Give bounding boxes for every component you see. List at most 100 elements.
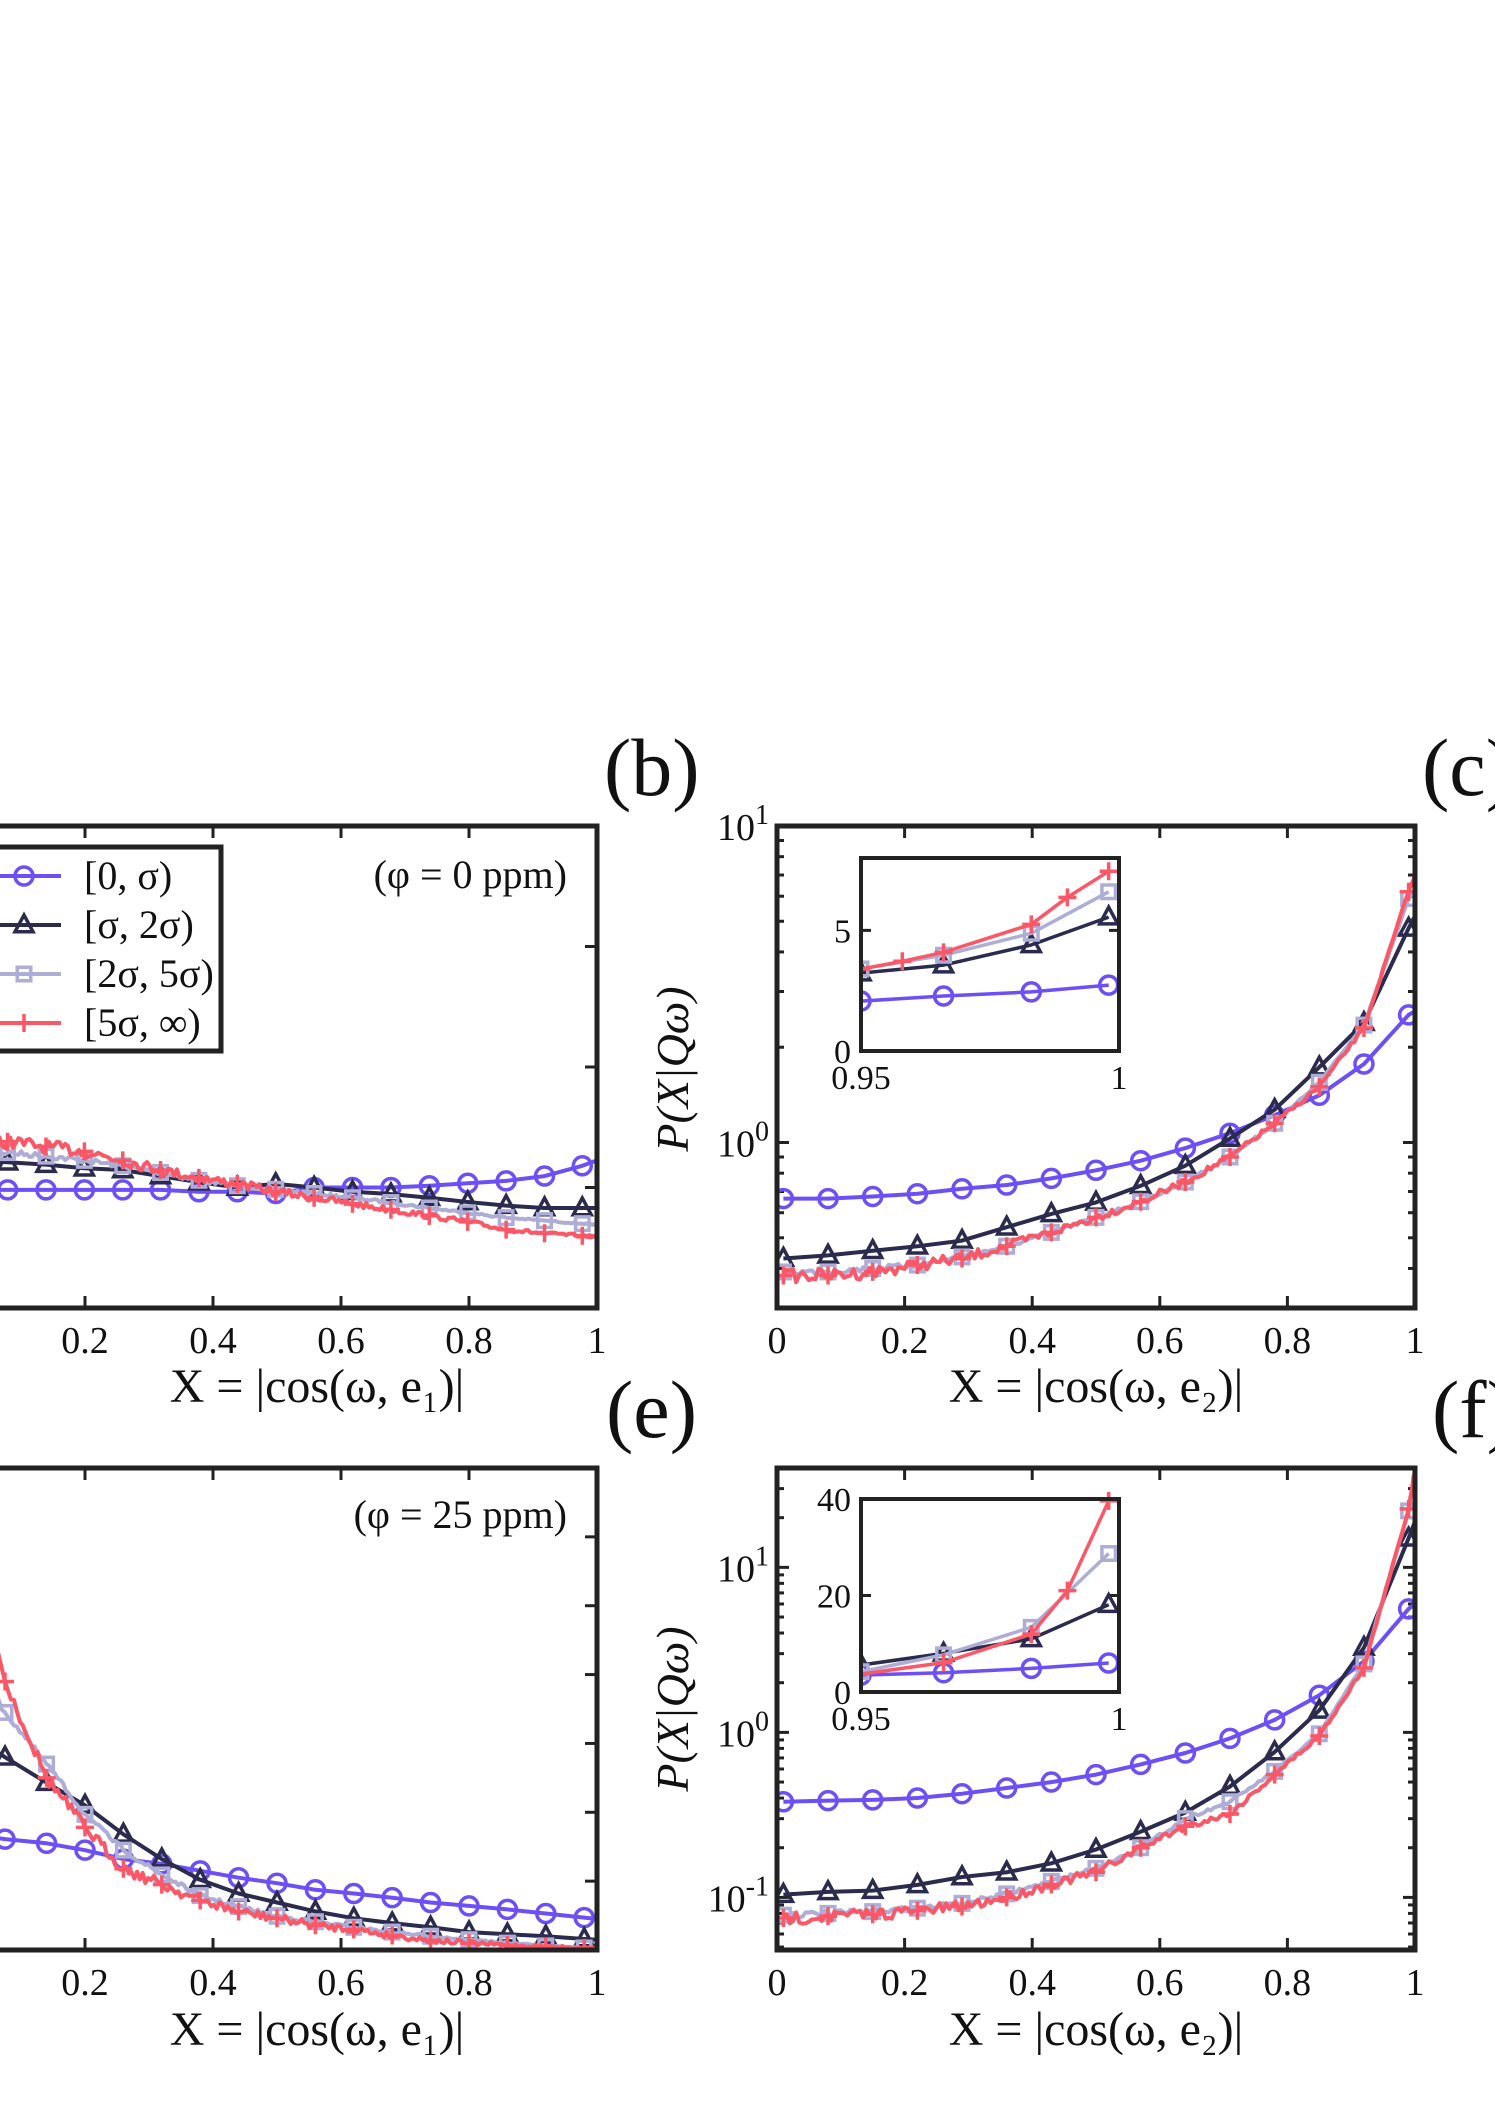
y-tick-base: 10 [717, 1548, 755, 1590]
x-tick-label: 1 [1406, 1320, 1425, 1362]
data-point-plus [498, 1936, 517, 1950]
y-tick-label: 20 [817, 1579, 851, 1616]
data-point-plus [381, 1200, 400, 1219]
data-point-circle [1085, 1159, 1107, 1182]
series-group [777, 1468, 1415, 1928]
data-point-triangle [111, 1820, 136, 1843]
data-point-plus [1131, 1838, 1150, 1857]
x-axis-label: X = |cos(ω, e₁)| [170, 2003, 465, 2056]
data-point-triangle [1019, 931, 1044, 954]
data-point-square [114, 1841, 132, 1859]
legend-circle-icon [13, 865, 35, 887]
data-point-plus [1042, 1875, 1061, 1894]
data-point-plus [1087, 1208, 1105, 1227]
data-point-plus [819, 1266, 838, 1285]
inset-frame [859, 856, 1121, 1053]
x-tick-label: 1 [1406, 1962, 1425, 2004]
data-point-plus [1220, 1147, 1239, 1166]
x-tick-label: 1 [1111, 1701, 1128, 1738]
data-point-circle [0, 1828, 16, 1850]
x-tick-label: 0.4 [189, 1320, 237, 1362]
data-point-plus [1022, 1625, 1041, 1644]
legend-item: [5σ, ∞) [0, 1000, 201, 1045]
data-point-circle [995, 1174, 1018, 1196]
data-point-plus [1058, 888, 1077, 907]
data-point-plus [305, 1188, 324, 1207]
data-point-circle [1129, 1149, 1152, 1172]
data-point-square [0, 1703, 14, 1721]
data-point-plus [76, 1818, 94, 1837]
data-point-circle [951, 1178, 973, 1200]
data-point-triangle [860, 1237, 885, 1260]
legend-square-icon [15, 965, 33, 983]
data-point-triangle [1307, 1696, 1332, 1719]
series-line-1 [783, 1520, 1415, 1897]
y-tick-label: 101 [717, 800, 769, 849]
data-point-plus [421, 1931, 440, 1950]
y-tick-base: 10 [708, 1878, 746, 1920]
x-tick-label: 1 [588, 1320, 607, 1362]
data-point-triangle [455, 1188, 480, 1211]
x-tick-label: 0.95 [831, 1701, 891, 1738]
data-point-plus [152, 1875, 171, 1894]
data-point-triangle [994, 1213, 1019, 1236]
data-point-triangle [1128, 1172, 1153, 1195]
data-point-plus [1310, 1727, 1329, 1746]
data-point-plus [1354, 1019, 1373, 1038]
annotation: (φ = 0 ppm) [374, 852, 567, 897]
panel-f: (f) [1432, 1364, 1495, 1455]
x-tick-label: 0.4 [1008, 1320, 1056, 1362]
data-point-circle [817, 1789, 839, 1812]
y-tick-label: 0 [834, 1675, 851, 1712]
data-point-plus [953, 1249, 972, 1268]
series-line-3 [781, 874, 1415, 1285]
data-point-plus [1354, 1658, 1373, 1677]
y-tick-label: 10-1 [708, 1871, 769, 1920]
data-point-plus [573, 1226, 592, 1245]
data-point-circle [343, 1882, 365, 1905]
y-tick-label: 100 [717, 1706, 769, 1755]
data-point-plus [306, 1916, 325, 1935]
data-point-plus [953, 1897, 972, 1916]
data-point-square [1100, 1545, 1118, 1563]
y-tick-exponent: 1 [755, 800, 769, 831]
series-1 [0, 1743, 597, 1948]
data-point-circle [0, 1179, 19, 1201]
data-point-triangle [860, 1876, 885, 1900]
panel-label: (b) [604, 722, 700, 813]
data-point-circle [817, 1187, 839, 1210]
data-point-triangle [950, 1863, 974, 1886]
data-point-square [1100, 883, 1118, 901]
plot-frame [0, 1465, 600, 1953]
data-point-circle [1397, 1004, 1415, 1026]
x-tick-label: 0.2 [61, 1320, 109, 1362]
data-point-circle [1020, 981, 1043, 1003]
series-3 [0, 1132, 597, 1245]
y-tick-label: 101 [717, 1541, 769, 1590]
data-point-plus [1220, 1805, 1239, 1824]
data-point-triangle [1218, 1124, 1242, 1147]
legend-label: [0, σ) [84, 853, 172, 898]
data-point-triangle [905, 1871, 930, 1894]
x-tick-label: 0.95 [831, 1060, 891, 1097]
data-point-circle [951, 1782, 973, 1805]
data-point-circle [1129, 1753, 1152, 1776]
data-point-circle [995, 1777, 1018, 1799]
data-point-circle [777, 1790, 795, 1813]
data-point-plus [1310, 1077, 1329, 1096]
x-axis-label: X = |cos(ω, e₁)| [170, 1360, 465, 1413]
data-point-triangle [861, 959, 873, 982]
data-point-plus [536, 1937, 555, 1950]
y-axis-label: P(X|Qω) [647, 986, 698, 1152]
data-point-plus [497, 1220, 516, 1239]
x-tick-label: 1 [1111, 1060, 1128, 1097]
data-point-plus [997, 1888, 1016, 1907]
data-point-plus [344, 1920, 363, 1939]
x-tick-label: 0.4 [1008, 1962, 1056, 2004]
data-point-triangle [1039, 1849, 1064, 1872]
series-group [861, 862, 1121, 1012]
x-tick-label: 0.6 [317, 1320, 365, 1362]
inset-frame [859, 1497, 1121, 1694]
data-point-circle [861, 1185, 884, 1208]
